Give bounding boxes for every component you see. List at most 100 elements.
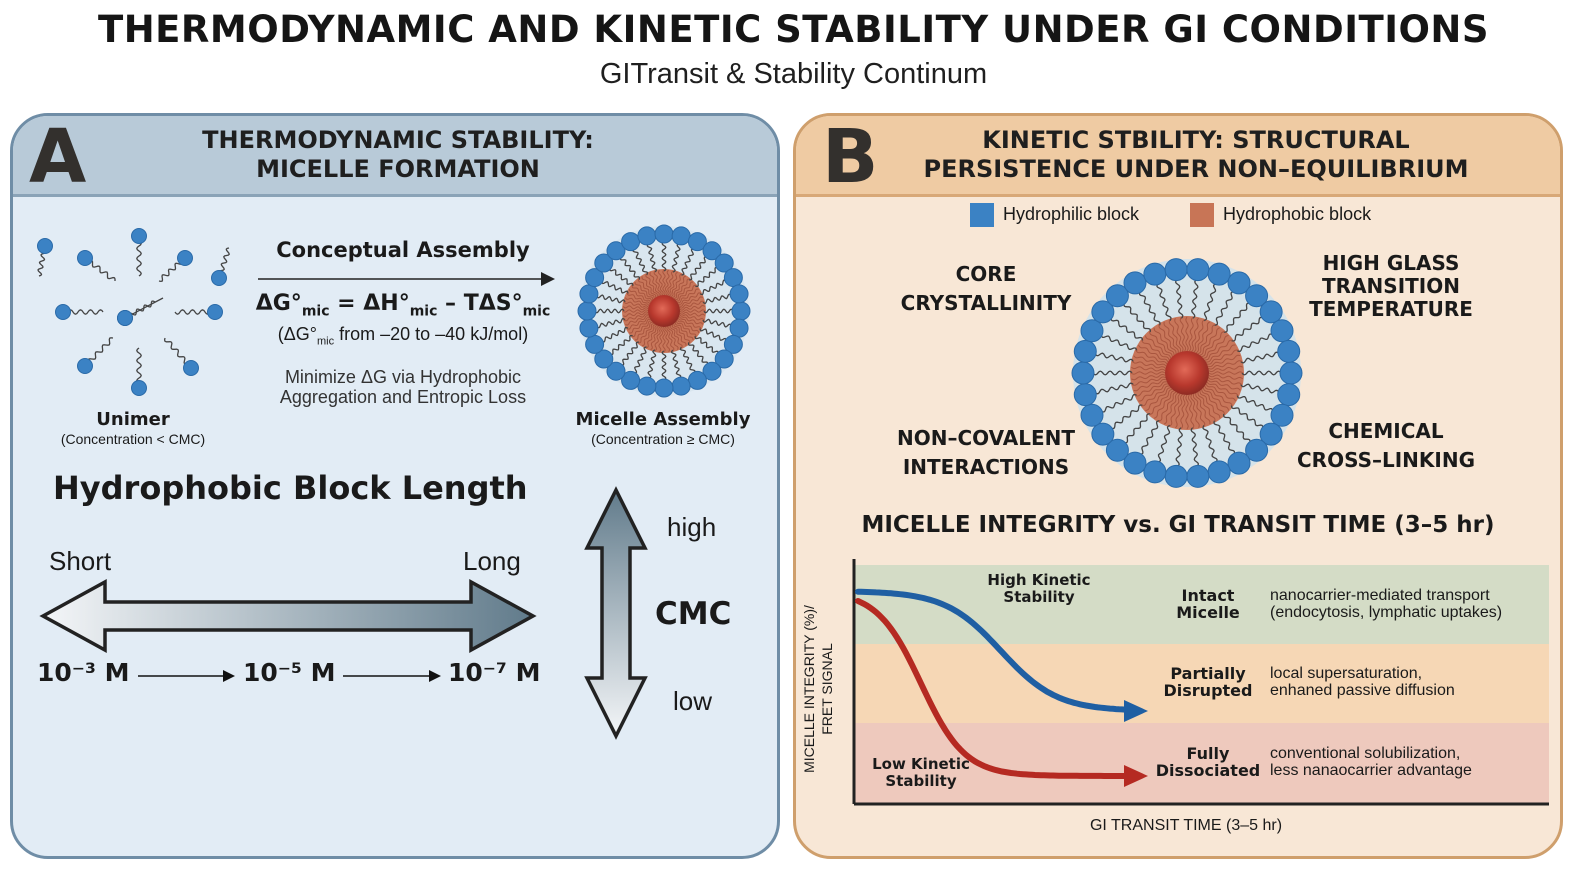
series-high-line [855,588,1128,713]
factor-br-line2: CROSS–LINKING [1296,448,1475,472]
unimer-head [55,304,71,320]
micelle-core-chain [1204,339,1233,361]
micelle-core-chain [1192,393,1206,427]
micelle-core-chain [1208,360,1242,370]
micelle-head [621,370,641,390]
micelle-core-chain [1145,387,1171,411]
micelle-head [1227,451,1251,475]
micelle-head [1279,361,1303,385]
micelle-head [1207,262,1231,286]
micelle-head [1186,258,1210,282]
micelle-head [1207,460,1231,484]
micelle-core-chain [653,270,662,296]
micelle-sub: (Concentration ≥ CMC) [591,431,735,447]
micelle-head [1143,262,1167,286]
micelle-tail [1157,424,1171,463]
micelle-tail [646,243,658,273]
band2-desc-l1: conventional solubilization, [1270,745,1461,762]
panel-a-header: A THERMODYNAMIC STABILITY: MICELLE FORMA… [13,116,777,197]
micelle-core-chain [662,269,666,296]
band0-desc-l1: nanocarrier-mediated transport [1270,587,1490,604]
micelle-tail [699,328,727,342]
micelle-core-chain [638,323,655,344]
micelle-tail [661,241,667,272]
micelle-core-chain [678,296,703,307]
micelle-core-chain [675,281,694,301]
micelle-tail [1092,370,1133,376]
micelle-core-chain [1188,316,1194,352]
gibbs-equation: ΔG°mic = ΔH°mic – TΔS°mic [228,291,578,319]
micelle-core-chain [1195,393,1211,425]
short-label: Short [49,546,112,576]
series-low-line2: Stability [885,772,957,790]
micelle-tail [594,308,625,314]
unimer-head [207,304,223,320]
micelle-head [594,349,614,369]
micelle-core-chain [1174,318,1184,352]
series-high-line2: Stability [1003,588,1075,606]
band1-desc-l2: enhaned passive diffusion [1270,682,1455,699]
micelle-core-chain [1205,383,1236,402]
panel-b-heading-line2: PERSISTENCE UNDER NON–EQUILIBRIUM [923,155,1469,183]
micelle-head [606,361,626,381]
micelle-tail [1190,278,1199,319]
micelle-tail [1124,413,1151,444]
micelle-core-chain [677,319,700,333]
micelle-tail [596,317,626,329]
micelle-core-chain [1208,365,1243,373]
micelle-head [1164,464,1188,488]
band2-desc-l2: less nanaocarrier advantage [1270,762,1472,779]
micelle-head [1186,464,1210,488]
micelle-tail [1223,413,1251,443]
eq-sub1: mic [301,303,330,320]
page-title: THERMODYNAMIC AND KINETIC STABILITY UNDE… [97,8,1490,51]
micelle-core-chain [1201,389,1225,415]
micelle-core-chain [1193,319,1205,353]
micelle-core-chain [1158,324,1177,354]
micelle-core-chain [1208,374,1244,380]
micelle-core [1165,351,1209,395]
factor-tl-line2: CRYSTALLINITY [900,291,1072,315]
micelle-head [731,301,751,321]
micelle-tail [620,341,640,366]
micelle-core-chain [629,318,651,334]
micelle-head [1227,271,1251,295]
series-low-label: Low Kinetic Stability [846,756,996,790]
panel-b-header: B KINETIC STBILITY: STRUCTURAL PERSISTEN… [796,116,1560,197]
micelle-core-chain [646,324,658,349]
range-sub: mic [317,335,335,348]
micelle-core-chain [664,326,671,352]
range-post: from –20 to –40 kJ/mol) [334,324,529,344]
micelle-core-chain [1138,383,1168,402]
micelle-tail [702,293,732,305]
micelle-core-chain [631,285,652,302]
band1-desc-l1: local supersaturation, [1270,665,1423,682]
micelle-tail [609,334,633,356]
chart-title: MICELLE INTEGRITY vs. GI TRANSIT TIME (3… [861,512,1495,538]
micelle-core-chain [1135,349,1168,365]
ylabel-line2: FRET SIGNAL [819,643,835,735]
micelle-core-chain [1169,393,1181,427]
micelle-tail [619,256,641,280]
panel-a-heading-line1: THERMODYNAMIC STABILITY: [202,126,594,154]
micelle-head [579,284,599,304]
micelle-head [1073,383,1097,407]
micelle-core-chain [654,326,661,352]
micelle-core-chain [668,325,679,350]
cmc-low: low [673,686,713,716]
micelle-core-chain [1131,361,1166,369]
micelle-head [729,318,749,338]
factor-cross-linking: CHEMICAL CROSS–LINKING [1276,417,1496,475]
minimize-line1: Minimize ΔG via Hydrophobic [284,367,522,387]
micelle-head [621,232,641,252]
micelle-head [702,241,722,261]
minimize-text: Minimize ΔG via Hydrophobic Aggregation … [233,367,573,407]
legend-hydrophobic-label: Hydrophobic block [1223,204,1372,224]
chart-band-1 [854,644,1549,723]
micelle-tail [1110,404,1143,430]
micelle-head [579,318,599,338]
micelle-tail [1156,283,1172,321]
micelle-b [1071,258,1303,488]
micelle-tail [671,243,681,273]
band-dissociated-desc: conventional solubilization, less nanaoc… [1270,745,1560,779]
